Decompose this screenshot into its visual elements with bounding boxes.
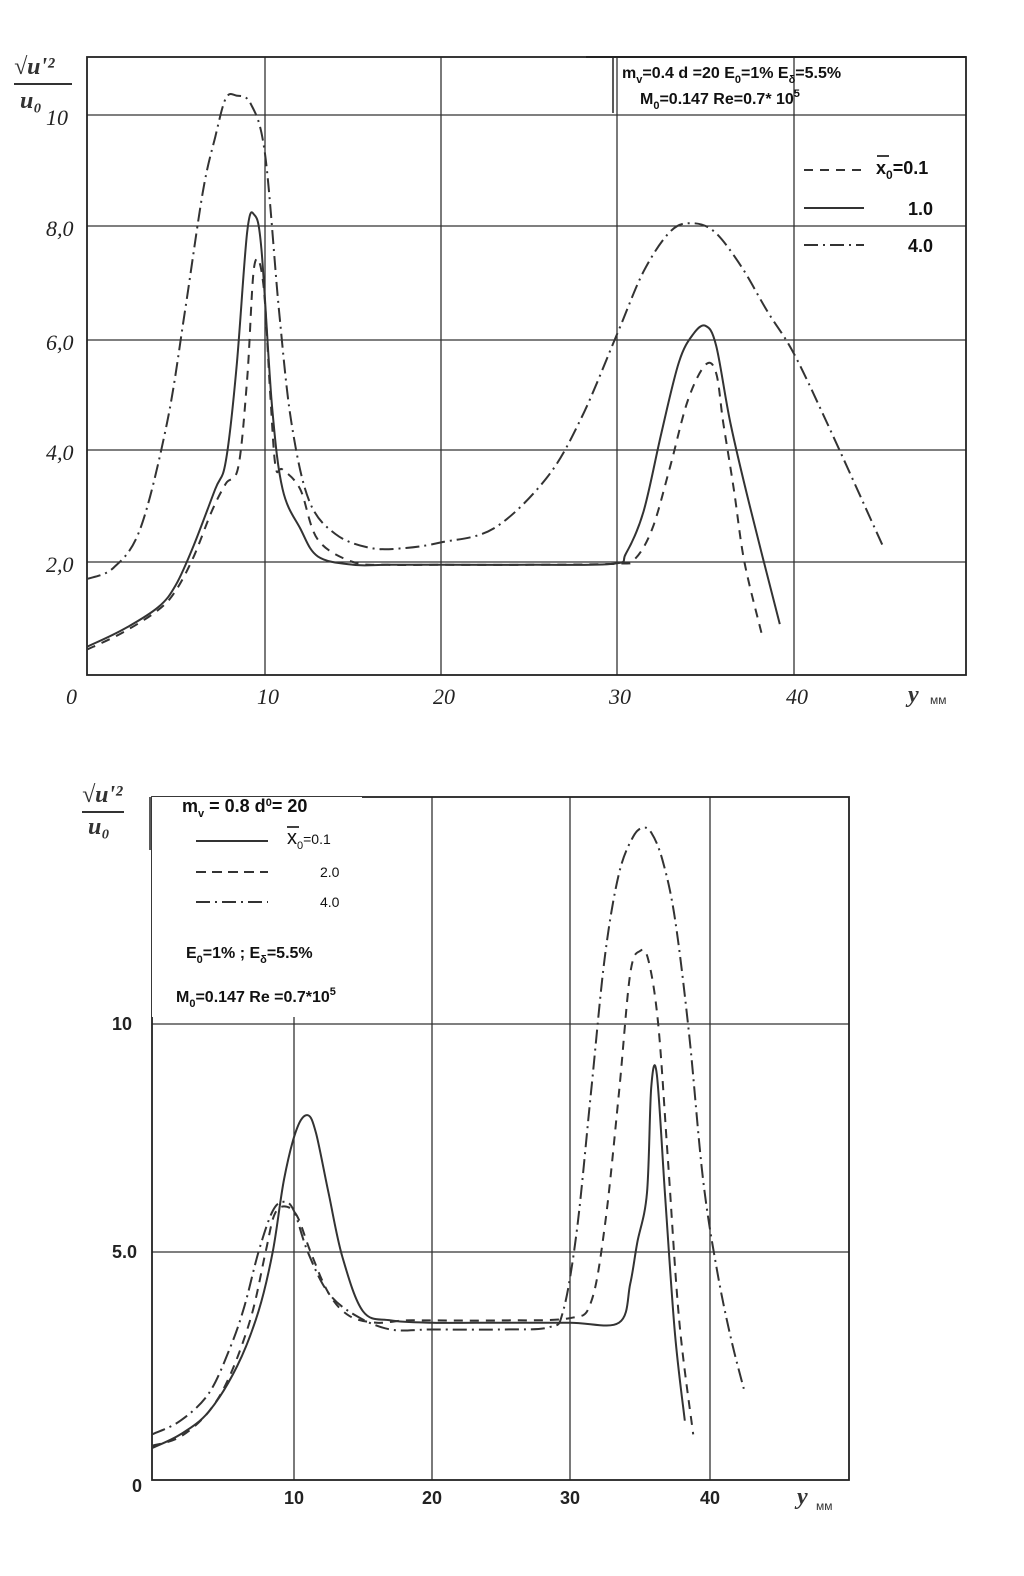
- chart-2-x-ticks: 10 20 30 40: [284, 1488, 720, 1508]
- chart-1-y-label-top: √u'²: [14, 54, 55, 80]
- chart-1-annotation-line-2: M0=0.147 Re=0.7* 105: [640, 88, 800, 112]
- chart-1-series: [86, 93, 884, 651]
- chart-1: 0 10 20 30 40 2,0 4,0 6,0 8,0 10 √u'² u₀ y мм mv…: [14, 54, 967, 709]
- chart-2-series: [151, 826, 746, 1450]
- c2-x-tick-label: 40: [700, 1488, 720, 1508]
- chart-2-y-label-top: √u'²: [82, 782, 123, 808]
- chart-1-legend-label-3: 4.0: [908, 236, 933, 256]
- chart-1-annotation: mv=0.4 d =20 E0=1% Eδ=5.5% M0=0.147 Re=0…: [586, 56, 966, 113]
- chart-1-x-ticks: 0 10 20 30 40: [66, 684, 808, 709]
- c1-y-tick-label: 10: [46, 105, 68, 130]
- chart-2: 10 20 30 40 0 5.0 10 √u'² u₀ y мм mv = 0.8 d0…: [82, 782, 850, 1513]
- c1-x-tick-label: 40: [786, 684, 808, 709]
- chart-1-annotation-line-1: mv=0.4 d =20 E0=1% Eδ=5.5%: [622, 65, 841, 86]
- chart-1-grid: [87, 57, 966, 675]
- chart-2-annotation-line-1: E0=1% ; Eδ=5.5%: [186, 945, 313, 966]
- c2-y-tick-label: 10: [112, 1014, 132, 1034]
- c1-series-1-dashed-line: [86, 257, 764, 651]
- chart-2-annotation-line-2: M0=0.147 Re =0.7*105: [176, 986, 336, 1010]
- c1-y-tick-label: 4,0: [46, 440, 74, 465]
- chart-1-frame: [86, 56, 967, 676]
- chart-1-y-label-bottom: u₀: [20, 88, 42, 114]
- c1-x-tick-label: 0: [66, 684, 77, 709]
- chart-2-y-label: √u'² u₀: [82, 782, 124, 840]
- c1-x-tick-label: 20: [433, 684, 455, 709]
- chart-2-y-label-bottom: u₀: [88, 814, 110, 840]
- chart-2-frame: [151, 796, 850, 1481]
- chart-2-legend-label-2: 2.0: [320, 864, 340, 880]
- c1-y-tick-label: 6,0: [46, 330, 74, 355]
- chart-2-legend: mv = 0.8 d0= 20 x0=0.1 2.0 4.0: [182, 796, 340, 910]
- c1-series-2-solid-line: [86, 211, 781, 648]
- chart-2-x-label-var: y: [794, 1484, 808, 1510]
- chart-2-legend-header: mv = 0.8 d0= 20: [182, 796, 307, 820]
- chart-2-legend-label-1: x0=0.1: [287, 827, 331, 852]
- c1-x-tick-label: 30: [608, 684, 631, 709]
- c1-y-tick-label: 2,0: [46, 552, 74, 577]
- c1-y-tick-label: 8,0: [46, 216, 74, 241]
- c2-x-tick-label: 30: [560, 1488, 580, 1508]
- c1-series-3-dashdot-line: [86, 93, 884, 580]
- chart-2-x-label: y мм: [794, 1484, 833, 1513]
- c2-series-3-dashdot-line: [151, 826, 746, 1436]
- chart-1-x-label-var: y: [905, 682, 919, 708]
- chart-2-annotation: E0=1% ; Eδ=5.5% M0=0.147 Re =0.7*105: [176, 945, 336, 1010]
- c2-x-tick-label: 10: [284, 1488, 304, 1508]
- chart-1-legend: x0=0.1 1.0 4.0: [804, 155, 933, 256]
- chart-1-legend-label-1: x0=0.1: [876, 158, 928, 182]
- c2-series-1-solid-line: [151, 1064, 686, 1450]
- chart-2-legend-background: [152, 797, 362, 1017]
- chart-2-x-label-unit: мм: [816, 1499, 833, 1513]
- chart-1-y-label: √u'² u₀: [14, 54, 72, 114]
- chart-1-y-ticks: 2,0 4,0 6,0 8,0 10: [46, 105, 74, 577]
- chart-1-legend-label-2: 1.0: [908, 199, 933, 219]
- chart-2-legend-label-3: 4.0: [320, 894, 340, 910]
- c2-y-tick-label: 0: [132, 1476, 142, 1496]
- c1-x-tick-label: 10: [257, 684, 279, 709]
- c2-y-tick-label: 5.0: [112, 1242, 137, 1262]
- chart-1-x-label: y мм: [905, 682, 947, 708]
- c2-x-tick-label: 20: [422, 1488, 442, 1508]
- chart-2-y-ticks: 0 5.0 10: [112, 1014, 142, 1496]
- chart-1-x-label-unit: мм: [930, 693, 947, 707]
